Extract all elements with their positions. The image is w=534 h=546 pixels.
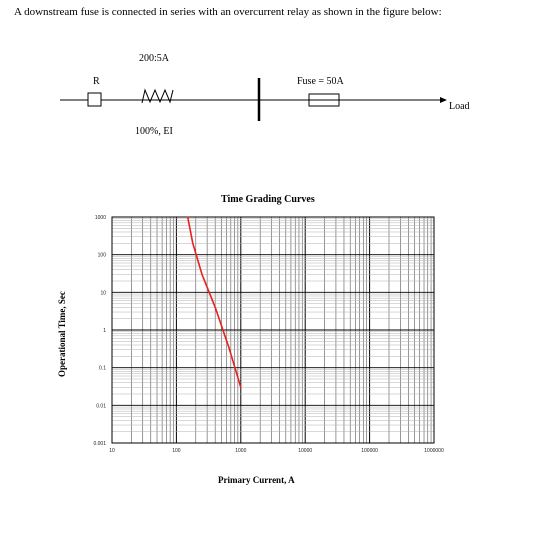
chart-plot-frame	[111, 216, 435, 444]
current-transformer-coil	[141, 88, 174, 104]
y-tick-label: 100	[98, 253, 107, 259]
series-line	[186, 216, 242, 389]
question-text: A downstream fuse is connected in series…	[14, 6, 442, 18]
x-tick-label: 100	[172, 448, 181, 454]
y-tick-label: 1000	[95, 215, 106, 221]
circuit-diagram	[60, 78, 447, 121]
x-tick-label: 1000	[235, 448, 246, 454]
relay-box	[87, 92, 102, 107]
chart-grid	[111, 217, 434, 444]
load-arrowhead	[440, 97, 447, 103]
y-tick-label: 0.1	[99, 366, 106, 372]
x-tick-label: 100000	[361, 448, 378, 454]
chart-series	[186, 216, 242, 389]
y-tick-label: 10	[100, 290, 106, 296]
ct-ratio-label: 200:5A	[139, 53, 169, 64]
y-tick-label: 1	[103, 328, 106, 334]
y-tick-label: 0.001	[93, 441, 106, 447]
relay-label: R	[93, 76, 100, 87]
load-label: Load	[449, 101, 470, 112]
chart-title: Time Grading Curves	[221, 194, 315, 205]
relay-setting-label: 100%, EI	[135, 126, 173, 137]
chart-tick-labels: 10 100 1000 10000 100000 1000000 1000 100 10 1 0.1…	[93, 215, 443, 454]
x-tick-label: 10000	[298, 448, 312, 454]
y-axis-title: Operational Time, Sec	[57, 291, 67, 377]
y-tick-label: 0.01	[96, 403, 106, 409]
fuse-label: Fuse = 50A	[297, 76, 344, 87]
x-axis-title: Primary Current, A	[218, 475, 295, 485]
x-tick-label: 1000000	[424, 448, 444, 454]
x-tick-label: 10	[109, 448, 115, 454]
